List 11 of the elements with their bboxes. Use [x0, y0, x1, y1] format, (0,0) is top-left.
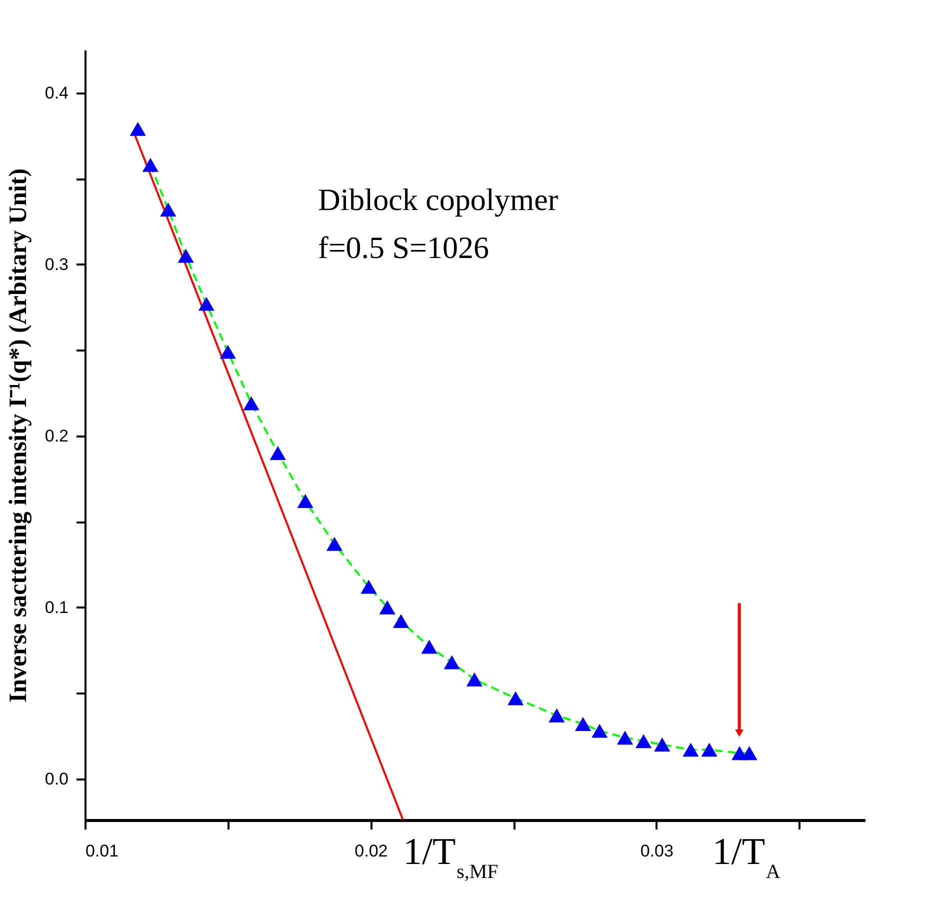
y-tick-label: 0.2 [44, 426, 68, 446]
x-tick-label: 0.03 [640, 842, 674, 860]
y-tick-label: 0.0 [44, 769, 68, 788]
x-tick-label: 0.01 [86, 842, 119, 860]
y-axis-title: Inverse sacttering intensity I⁻¹(q*) (Arbitary Unit) [4, 168, 32, 703]
x-tick-label: 0.02 [354, 842, 388, 860]
y-tick-label: 0.4 [44, 83, 68, 102]
y-tick-label: 0.1 [44, 598, 68, 617]
annotation: Diblock copolymer [318, 182, 559, 217]
annotation: f=0.5 S=1026 [318, 230, 490, 265]
y-tick-label: 0.3 [44, 254, 68, 274]
